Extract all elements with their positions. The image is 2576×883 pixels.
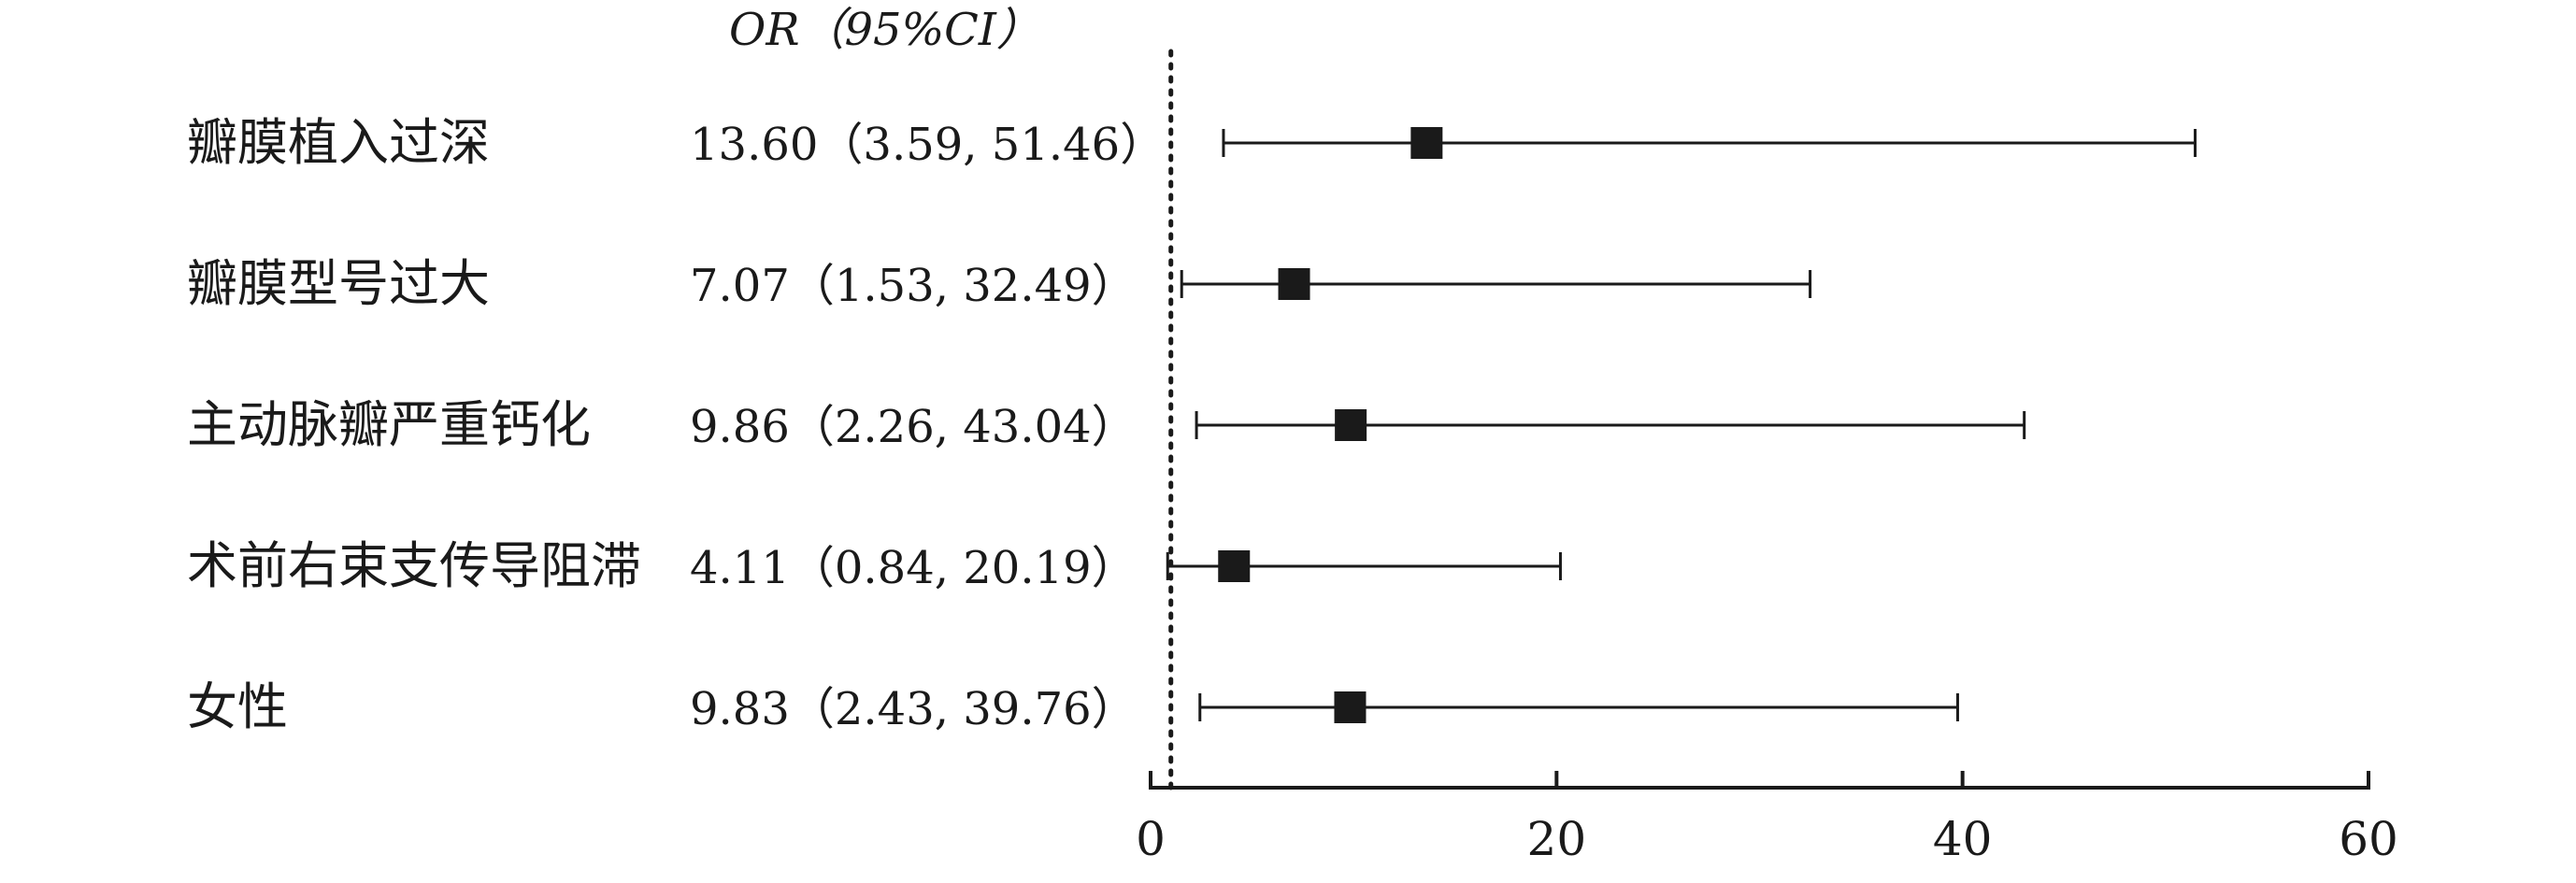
forest-row: 术前右束支传导阻滞 4.11（0.84, 20.19）	[187, 536, 1562, 595]
x-tick-label: 20	[1527, 812, 1587, 866]
or-ci-text: 4.11（0.84, 20.19）	[690, 542, 1137, 594]
row-label: 瓣膜植入过深	[187, 113, 490, 172]
row-label: 女性	[187, 677, 288, 736]
or-ci-text: 13.60（3.59, 51.46）	[690, 119, 1165, 171]
or-ci-text: 9.83（2.43, 39.76）	[690, 683, 1137, 735]
or-point-marker	[1218, 550, 1251, 582]
row-label: 瓣膜型号过大	[187, 254, 490, 313]
row-label: 术前右束支传导阻滞	[187, 536, 641, 595]
or-point-marker	[1335, 409, 1367, 441]
or-point-marker	[1334, 691, 1367, 723]
row-label: 主动脉瓣严重钙化	[187, 395, 591, 454]
x-tick-label: 0	[1136, 812, 1166, 866]
x-tick-label: 40	[1933, 812, 1993, 866]
forest-row: 瓣膜植入过深 13.60（3.59, 51.46）	[187, 113, 2197, 172]
forest-row: 主动脉瓣严重钙化 9.86（2.26, 43.04）	[187, 395, 2026, 454]
forest-row: 女性 9.83（2.43, 39.76）	[187, 677, 1959, 736]
x-tick-label: 60	[2339, 812, 2398, 866]
or-ci-text: 9.86（2.26, 43.04）	[690, 401, 1137, 453]
ci-column-header: OR（95%CI）	[729, 4, 1041, 56]
forest-rows: 瓣膜植入过深 13.60（3.59, 51.46） 瓣膜型号过大 7.07（1.53,…	[187, 113, 2197, 736]
forest-row: 瓣膜型号过大 7.07（1.53, 32.49）	[187, 254, 1812, 313]
or-ci-text: 7.07（1.53, 32.49）	[690, 260, 1137, 312]
or-point-marker	[1278, 268, 1310, 300]
x-axis: 0 20 40 60	[1136, 771, 2398, 866]
or-point-marker	[1410, 127, 1443, 159]
